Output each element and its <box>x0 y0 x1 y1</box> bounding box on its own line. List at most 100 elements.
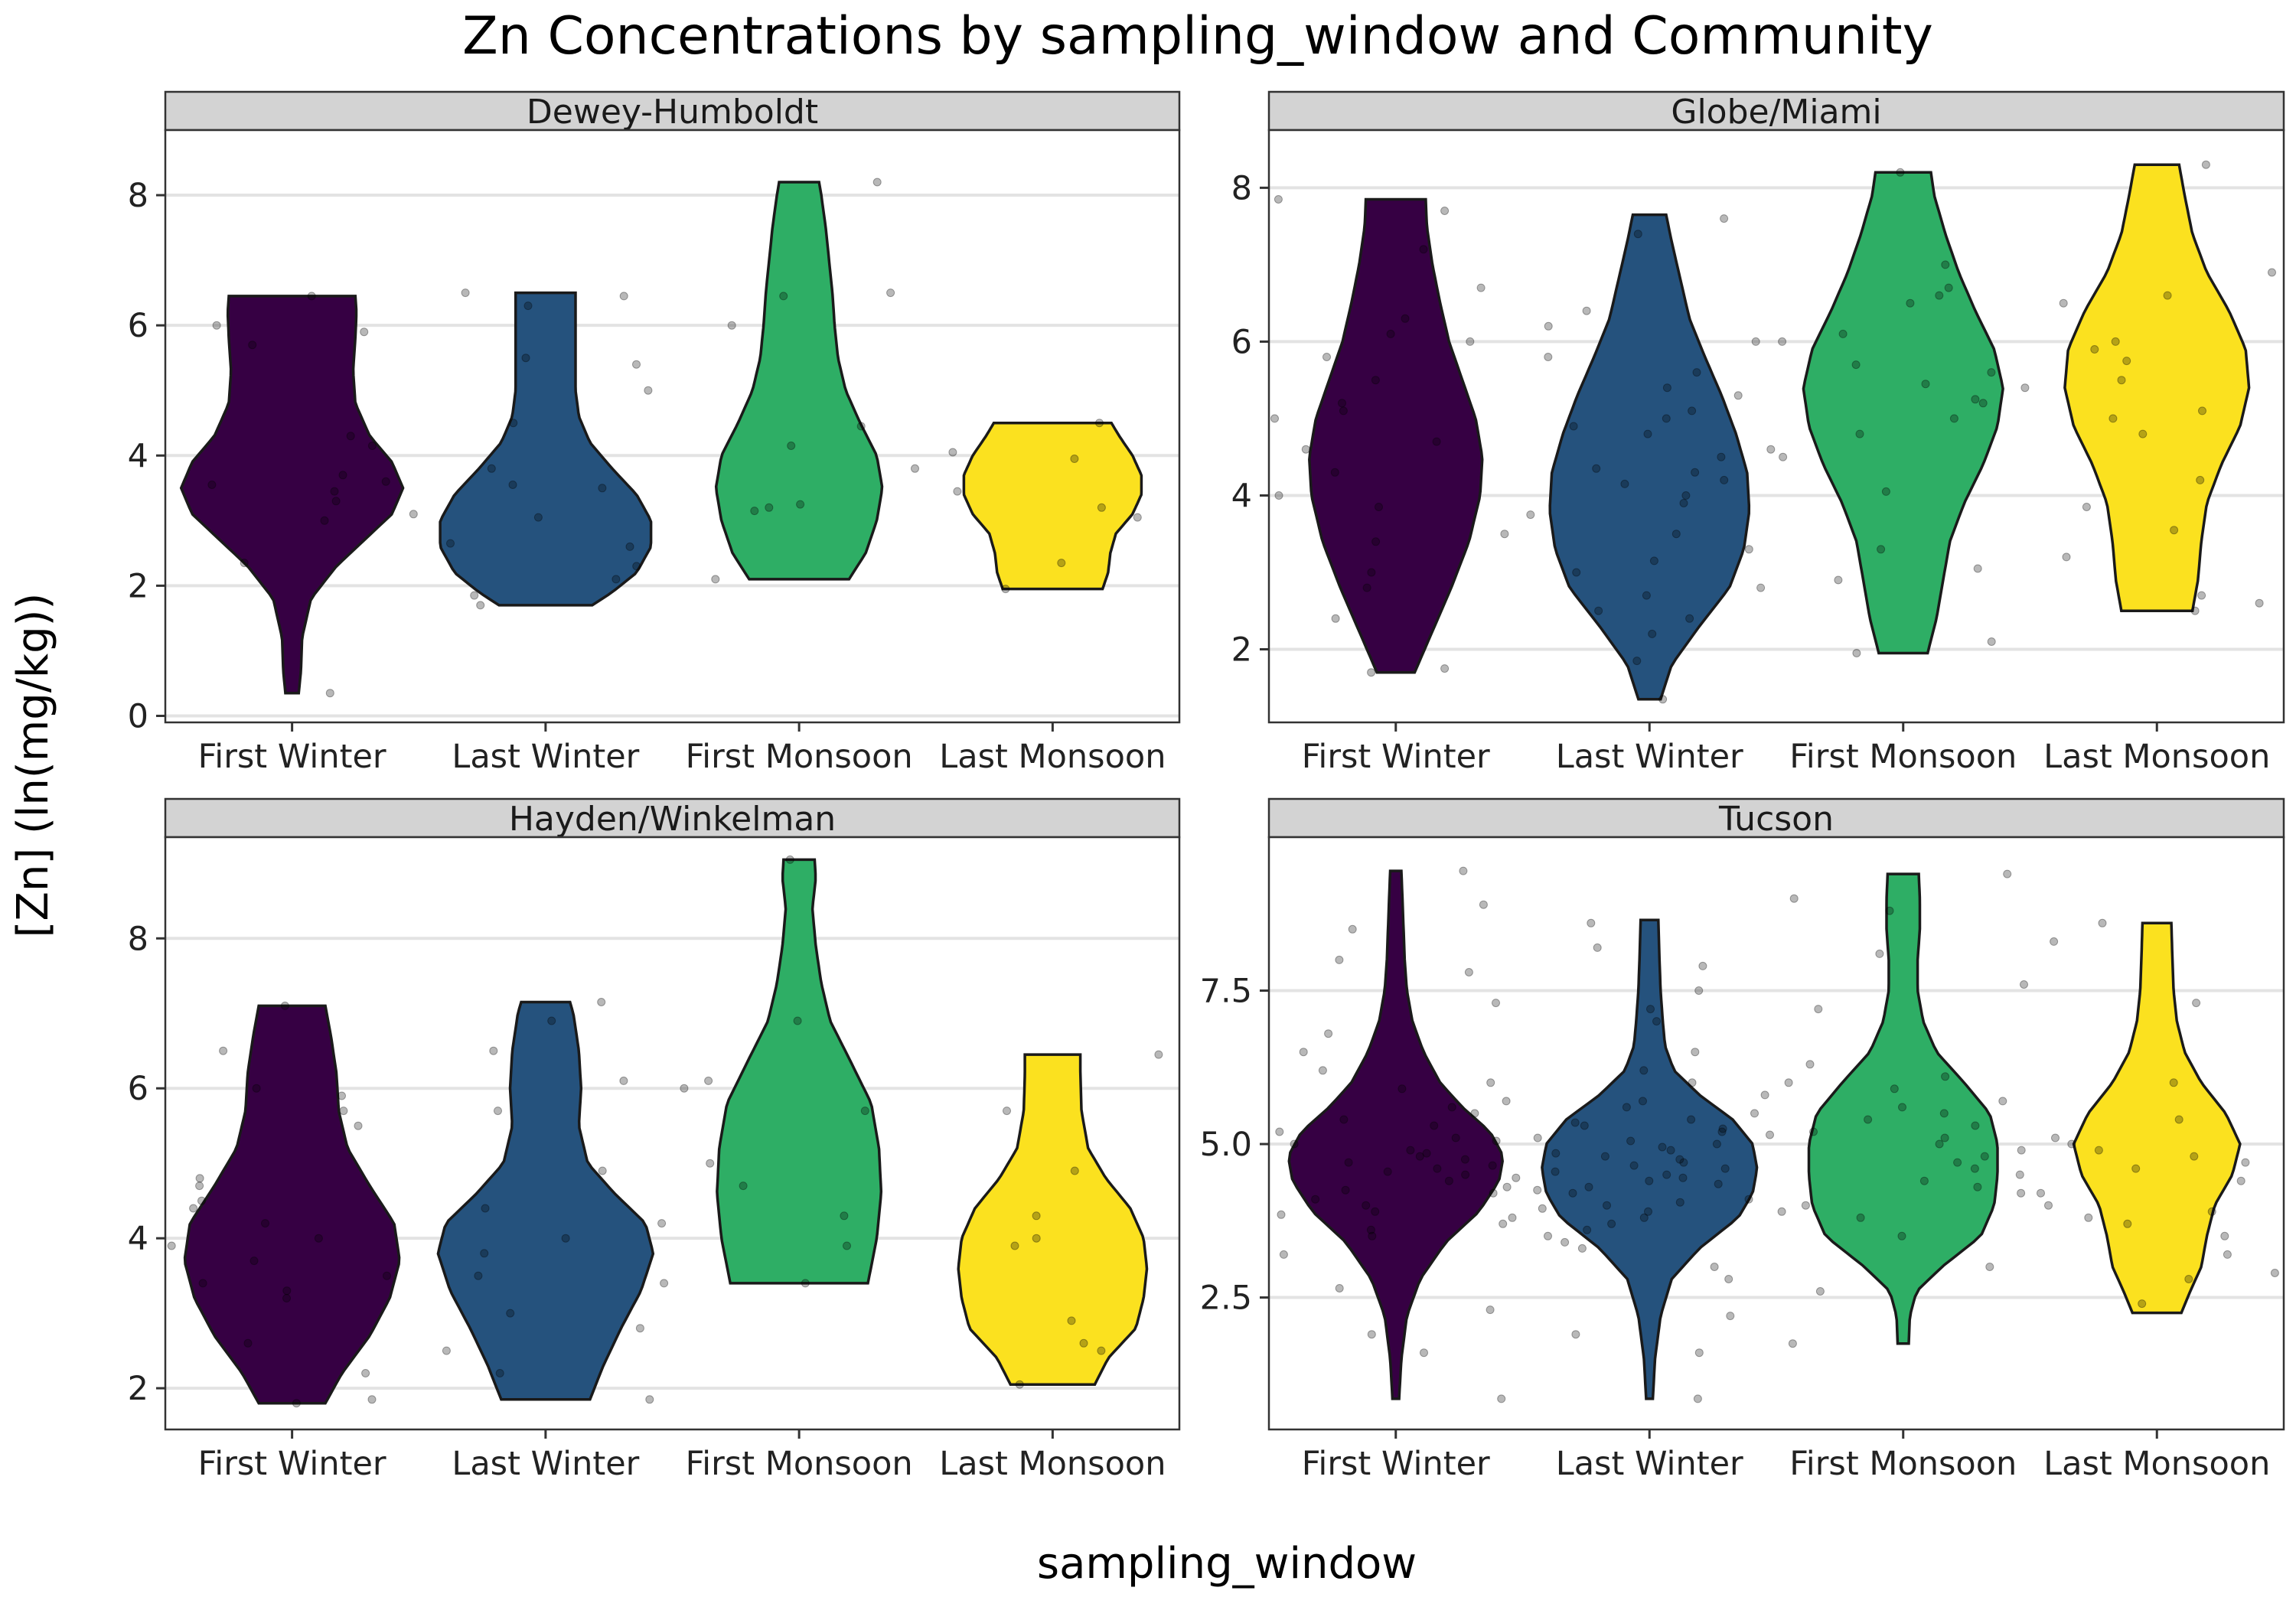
jitter-point <box>1476 283 1486 292</box>
violin-last-winter <box>439 291 653 607</box>
jitter-point <box>1335 955 1344 964</box>
jitter-point <box>1279 1250 1288 1259</box>
y-tick-label: 8 <box>128 920 148 958</box>
jitter-point <box>632 360 641 369</box>
jitter-point <box>1694 986 1704 995</box>
jitter-point <box>1371 376 1380 385</box>
x-tick-label: Last Winter <box>452 738 639 776</box>
jitter-point <box>1644 1207 1652 1216</box>
jitter-point <box>1603 1201 1611 1210</box>
jitter-point <box>561 1234 570 1243</box>
jitter-point <box>1953 1158 1962 1167</box>
violin-first-monsoon <box>1802 171 2004 655</box>
jitter-point <box>1154 1050 1163 1059</box>
x-tick-label: First Monsoon <box>686 1445 913 1483</box>
jitter-point <box>1809 1127 1818 1136</box>
jitter-point <box>635 1324 644 1333</box>
jitter-point <box>1015 1380 1024 1389</box>
jitter-point <box>1896 168 1905 177</box>
jitter-point <box>787 442 796 450</box>
jitter-point <box>1973 1182 1982 1191</box>
jitter-point <box>1432 437 1441 446</box>
jitter-point <box>1691 468 1700 477</box>
jitter-point <box>1970 1164 1979 1173</box>
jitter-point <box>1760 1090 1769 1100</box>
jitter-point <box>1593 943 1602 952</box>
jitter-point <box>2223 1250 2232 1259</box>
x-tick-label: Last Monsoon <box>2043 738 2270 776</box>
jitter-point <box>367 1395 377 1404</box>
jitter-point <box>1572 568 1581 577</box>
jitter-point <box>2192 999 2201 1008</box>
jitter-point <box>461 288 470 298</box>
y-tick-label: 2.5 <box>1200 1279 1252 1318</box>
jitter-point <box>1718 1124 1727 1133</box>
jitter-point <box>657 1219 667 1228</box>
jitter-point <box>1079 1338 1088 1348</box>
jitter-point <box>1367 568 1376 577</box>
jitter-point <box>1097 503 1106 512</box>
jitter-point <box>1941 260 1950 269</box>
jitter-point <box>2044 1201 2053 1210</box>
jitter-point <box>1756 583 1766 592</box>
jitter-point <box>1430 1121 1439 1130</box>
jitter-point <box>1594 606 1603 615</box>
jitter-point <box>1508 1213 1517 1222</box>
jitter-point <box>765 503 774 512</box>
jitter-point <box>1444 1176 1453 1185</box>
jitter-point <box>1341 1185 1350 1195</box>
jitter-point <box>1939 1109 1949 1118</box>
jitter-point <box>619 1076 628 1085</box>
jitter-point <box>1486 1078 1495 1087</box>
jitter-point <box>1685 614 1694 623</box>
jitter-point <box>198 1279 207 1288</box>
jitter-point <box>1856 1213 1865 1222</box>
jitter-point <box>1366 1225 1375 1234</box>
jitter-point <box>1643 429 1652 438</box>
jitter-point <box>354 1121 363 1130</box>
jitter-point <box>252 1084 261 1093</box>
jitter-point <box>1649 556 1658 566</box>
jitter-point <box>1778 337 1787 346</box>
jitter-point <box>248 341 257 350</box>
jitter-point <box>508 481 517 489</box>
x-tick-label: Last Monsoon <box>939 1445 1166 1483</box>
jitter-point <box>1544 353 1553 361</box>
jitter-point <box>495 1369 504 1377</box>
jitter-point <box>338 471 347 480</box>
jitter-point <box>1371 537 1381 546</box>
jitter-point <box>1397 1084 1407 1094</box>
jitter-point <box>953 487 962 496</box>
jitter-point <box>167 1241 176 1250</box>
jitter-point <box>1371 1207 1380 1216</box>
jitter-point <box>1057 559 1066 568</box>
jitter-point <box>1607 1219 1616 1228</box>
violin-first-winter <box>183 1004 401 1405</box>
jitter-point <box>1502 1097 1511 1106</box>
jitter-point <box>872 178 882 187</box>
x-tick-label: Last Winter <box>1556 1445 1743 1483</box>
jitter-point <box>1583 1225 1592 1234</box>
jitter-point <box>1386 329 1395 338</box>
jitter-point <box>1744 1195 1753 1204</box>
jitter-point <box>1551 1167 1560 1176</box>
jitter-point <box>1710 1263 1719 1271</box>
jitter-point <box>632 562 641 571</box>
jitter-point <box>1691 1048 1700 1057</box>
jitter-point <box>1339 406 1348 416</box>
jitter-point <box>597 998 606 1006</box>
jitter-point <box>1383 1167 1392 1176</box>
y-tick-label: 8 <box>128 177 148 215</box>
chart-title: Zn Concentrations by sampling_window and… <box>462 6 1933 67</box>
jitter-point <box>1538 1204 1547 1213</box>
jitter-point <box>1420 1348 1428 1358</box>
jitter-point <box>195 1182 204 1191</box>
jitter-point <box>1500 530 1509 539</box>
jitter-point <box>1344 1158 1353 1167</box>
jitter-point <box>2082 503 2091 511</box>
jitter-point <box>680 1084 689 1093</box>
panel-tucson: Tucson 2.5 5.0 7.5 First Winter Last Winter Fi… <box>1200 797 2285 1483</box>
jitter-point <box>1368 1231 1377 1240</box>
jitter-point <box>1032 1234 1041 1243</box>
jitter-point <box>1460 1155 1469 1164</box>
